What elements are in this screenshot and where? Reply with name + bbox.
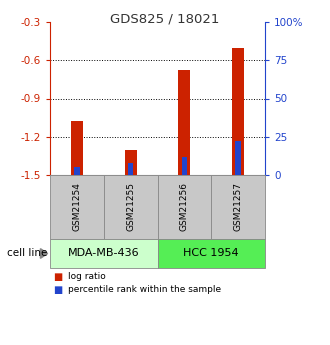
Text: HCC 1954: HCC 1954: [183, 248, 239, 258]
Text: percentile rank within the sample: percentile rank within the sample: [68, 285, 221, 294]
Text: GSM21255: GSM21255: [126, 183, 135, 231]
Text: GSM21254: GSM21254: [72, 183, 82, 231]
Bar: [74, 167, 80, 175]
Text: MDA-MB-436: MDA-MB-436: [68, 248, 140, 258]
Text: GDS825 / 18021: GDS825 / 18021: [110, 12, 220, 25]
Text: cell line: cell line: [7, 248, 47, 258]
Bar: [128, 163, 133, 175]
Bar: [182, 157, 187, 175]
Bar: [232, 48, 244, 175]
Text: GSM21256: GSM21256: [180, 183, 189, 231]
Text: GSM21257: GSM21257: [234, 183, 243, 231]
Text: log ratio: log ratio: [68, 272, 106, 281]
Bar: [235, 141, 241, 175]
Text: ■: ■: [53, 285, 63, 295]
Bar: [71, 121, 83, 175]
Bar: [179, 70, 190, 175]
Bar: [125, 149, 137, 175]
Text: ■: ■: [53, 272, 63, 282]
